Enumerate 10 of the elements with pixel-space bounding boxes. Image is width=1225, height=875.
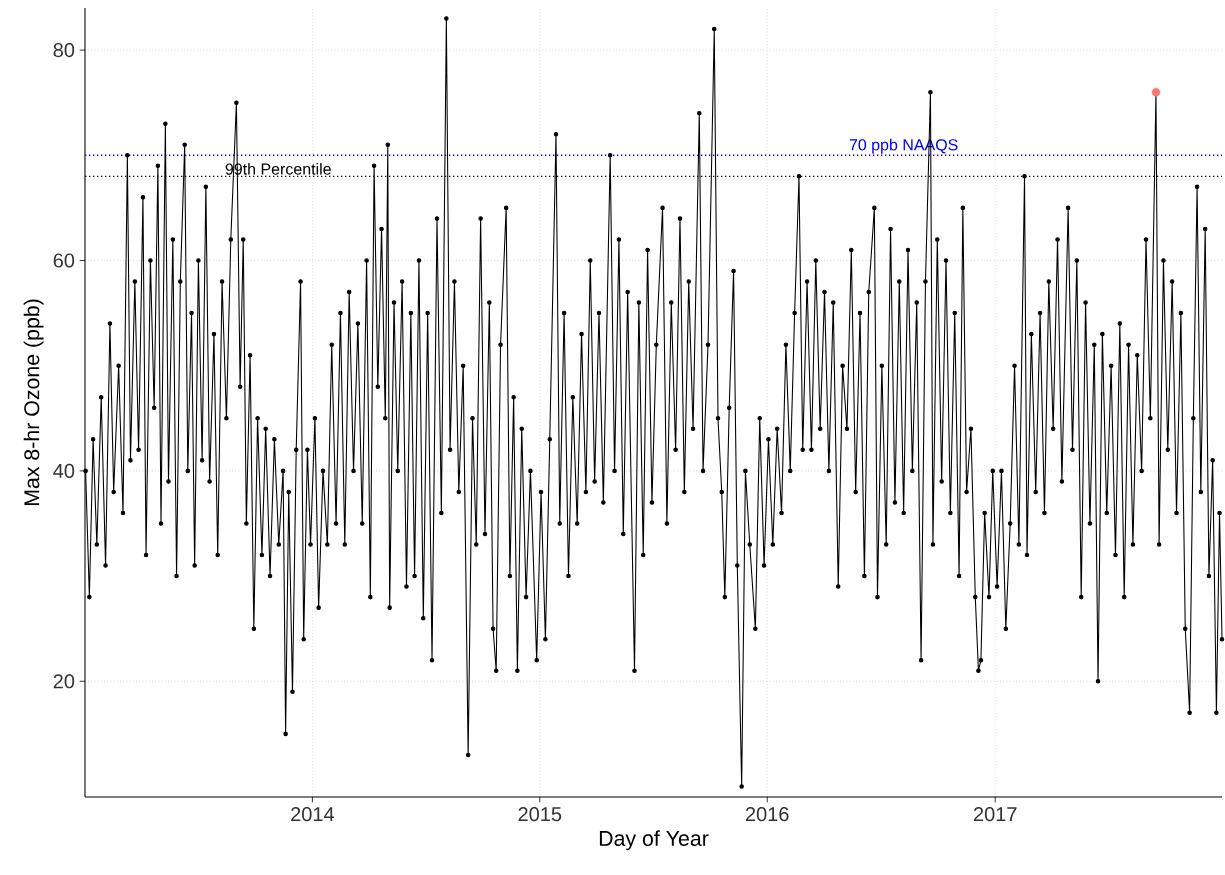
x-tick-label: 2016 <box>745 807 789 822</box>
x-tick-label: 2014 <box>291 807 335 822</box>
x-tick-label: 2017 <box>973 807 1017 822</box>
y-tick-label: 20 <box>53 674 75 689</box>
y-axis-title: Max 8-hr Ozone (ppb) <box>23 299 44 506</box>
x-axis-title: Day of Year <box>599 830 709 851</box>
y-tick-label: 80 <box>53 43 75 58</box>
y-tick-label: 60 <box>53 253 75 268</box>
x-tick-label: 2015 <box>518 807 562 822</box>
y-tick-label: 40 <box>53 463 75 478</box>
